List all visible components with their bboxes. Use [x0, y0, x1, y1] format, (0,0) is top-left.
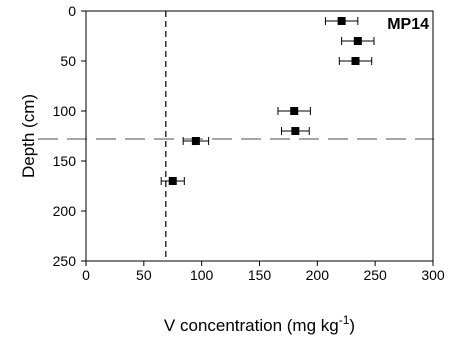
reference-lines — [38, 11, 434, 261]
point-marker — [290, 107, 299, 115]
y-tick-label: 250 — [53, 253, 77, 269]
y-axis-label: Depth (cm) — [19, 94, 38, 178]
point-marker — [351, 57, 360, 65]
y-tick-label: 100 — [53, 103, 77, 119]
data-points — [160, 17, 375, 185]
point-marker — [337, 17, 346, 25]
x-tick-label: 100 — [190, 267, 214, 283]
x-tick-label: 300 — [421, 267, 445, 283]
data-point — [341, 37, 375, 45]
point-marker — [291, 127, 300, 135]
x-axis-ticks: 0 50 100 150 200 250 300 — [82, 261, 445, 283]
x-axis-label: V concentration (mg kg-1) — [164, 313, 355, 335]
x-tick-label: 50 — [136, 267, 152, 283]
point-marker — [168, 177, 177, 185]
plot-frame — [85, 10, 434, 262]
x-tick-label: 200 — [306, 267, 330, 283]
point-marker — [191, 137, 200, 145]
y-tick-label: 50 — [60, 53, 76, 69]
y-axis-ticks: 0 50 100 150 200 250 — [53, 3, 86, 269]
y-tick-label: 150 — [53, 153, 77, 169]
x-tick-label: 150 — [248, 267, 272, 283]
data-point — [338, 57, 373, 65]
data-point — [277, 107, 311, 115]
y-tick-label: 200 — [53, 203, 77, 219]
x-axis-label-superscript: -1 — [339, 313, 350, 327]
point-marker — [353, 37, 362, 45]
x-axis-label-close: ) — [349, 316, 355, 335]
data-point — [182, 137, 210, 145]
y-tick-label: 0 — [68, 3, 76, 19]
series-annotation: MP14 — [387, 16, 429, 33]
x-tick-label: 250 — [363, 267, 387, 283]
data-point — [280, 127, 310, 135]
data-point — [160, 177, 185, 185]
data-point — [324, 17, 359, 25]
x-axis-label-text: V concentration (mg kg — [164, 316, 339, 335]
x-tick-label: 0 — [82, 267, 90, 283]
